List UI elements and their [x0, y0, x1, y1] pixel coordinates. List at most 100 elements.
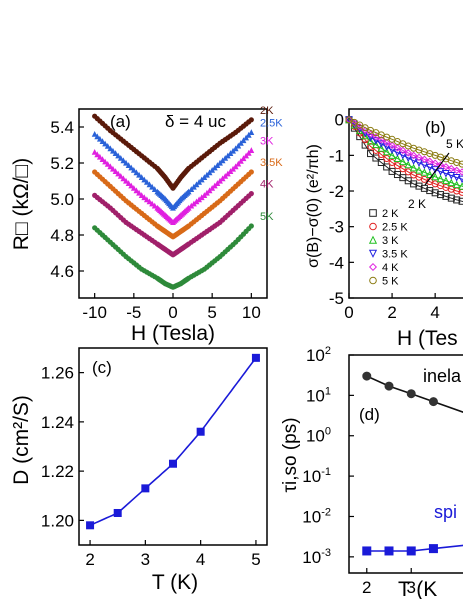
panel-a-xtick-label: 10: [242, 303, 261, 322]
panel-b-series-line: [348, 119, 463, 180]
panel-a-data-point: [240, 155, 247, 162]
panel-c-data-point: [169, 459, 177, 468]
panel-b-data-point: [452, 173, 461, 182]
panel-a-data-point: [248, 129, 255, 135]
panel-b-data-point: [388, 158, 396, 166]
panel-b-legend-label: 5 K: [382, 276, 399, 288]
panel-b-legend-label: 2.5 K: [382, 222, 408, 234]
panel-a-series-label: 3.5K: [260, 157, 283, 169]
panel-d-data-point: [406, 389, 416, 399]
panel-d-ytick-label: 10-2: [302, 506, 331, 526]
panel-b-data-point: [442, 176, 450, 185]
panel-c-frame: [78, 347, 268, 546]
panel-d-data-point: [362, 371, 372, 381]
panel-a-data-point: [248, 169, 254, 175]
panel-a-data-point: [248, 223, 254, 229]
panel-a-ytick-label: 5.2: [50, 154, 74, 173]
panel-a-data-point: [112, 150, 119, 156]
panel-a-ytick-label: 5.0: [50, 190, 74, 209]
panel-b-data-point: [453, 196, 461, 204]
panel-b-legend-label: 3.5 K: [382, 249, 408, 261]
panel-b-ylabel: σ(B)−σ(0) (e²/πh): [305, 144, 322, 268]
panel-a-ytick-label: 4.8: [50, 226, 74, 245]
panel-b-data-point: [436, 161, 445, 169]
panel-b-data-point: [388, 151, 396, 159]
panel-a-data-point: [133, 169, 140, 176]
panel-a: (a) δ = 4 uc -10 -5 0 5 10 4.6 4.8 5.0 5.2 5.4 2K…: [10, 105, 283, 345]
panel-b-legend-marker: [368, 235, 378, 244]
panel-b-data-point: [393, 144, 402, 152]
panel-a-data-point: [117, 154, 124, 161]
panel-b-data-point: [442, 170, 450, 178]
panel-b-data-point: [426, 187, 434, 195]
panel-a-series-line: [94, 171, 252, 238]
panel-b-data-point: [415, 182, 423, 190]
panel-c-ytick-label: 1.22: [41, 462, 74, 481]
panel-a-xtick-label: 5: [207, 303, 216, 322]
panel-b-data-point: [409, 163, 418, 172]
panel-b-legend: 2 K 2.5 K3 K 3.5 K4 K 5 K: [368, 208, 408, 288]
panel-b-data-point: [388, 141, 396, 150]
panel-b-data-point: [382, 143, 391, 152]
panel-b-data-point: [377, 140, 386, 148]
panel-a-xtick-label: -10: [82, 303, 107, 322]
panel-a-data-point: [151, 186, 158, 192]
panel-a-data-point: [243, 152, 250, 159]
panel-a-data-point: [143, 178, 150, 185]
panel-a-data-point: [143, 196, 150, 203]
panel-b-data-point: [361, 124, 369, 132]
panel-a-series-line: [94, 132, 252, 209]
panel-b-legend-marker: [368, 262, 378, 272]
panel-a-data-point: [94, 133, 101, 140]
panel-a-data-point: [245, 149, 252, 156]
panel-b-legend-label: 3 K: [382, 235, 399, 247]
panel-a-data-point: [104, 160, 111, 167]
panel-a-data-point: [104, 142, 111, 149]
panel-b-ytick-label: -4: [329, 253, 344, 272]
panel-b-data-point: [415, 165, 423, 174]
panel-b-annotation-5k: 5 K: [446, 137, 463, 151]
panel-c-ylabel: D (cm²/S): [10, 395, 33, 485]
panel-b-data-point: [458, 175, 463, 184]
panel-a-xtick-label: -5: [126, 303, 141, 322]
panel-b-legend-marker: [369, 222, 377, 231]
panel-b-ytick-label: -3: [329, 218, 344, 237]
panel-b-data-point: [372, 133, 380, 141]
panel-b-legend-marker: [369, 276, 377, 285]
panel-c-ytick-label: 1.24: [41, 413, 74, 432]
panel-a-data-point: [107, 145, 114, 152]
panel-a-data-point: [243, 134, 250, 141]
panel-d-data-point: [406, 546, 416, 556]
panel-d-ytick-label: 101: [306, 385, 331, 405]
panel-a-data-point: [237, 157, 244, 164]
panel-b-data-point: [458, 197, 463, 205]
panel-b-label: (b): [425, 118, 446, 137]
panel-d-ytick-label: 102: [306, 345, 331, 365]
panel-b-data-point: [377, 135, 386, 144]
panel-b-data-point: [377, 144, 386, 152]
panel-b-data-point: [447, 164, 456, 173]
panel-a-data-point: [120, 175, 127, 182]
panel-d-data-point: [362, 546, 372, 556]
panel-a-data-point: [240, 137, 247, 144]
panel-a-data-point: [115, 170, 122, 177]
panel-a-data-point: [110, 165, 116, 172]
panel-b-ytick-label: -5: [329, 289, 344, 308]
panel-c-ytick-label: 1.20: [41, 511, 74, 530]
panel-b-data-point: [356, 121, 364, 129]
panel-a-data-point: [235, 142, 242, 149]
panel-a-data-point: [102, 158, 109, 165]
panel-a-data-point: [125, 180, 132, 186]
panel-a-data-point: [128, 182, 135, 189]
panel-a-data-point: [146, 198, 153, 205]
panel-a-data-point: [107, 163, 114, 170]
panel-b-data-point: [420, 168, 429, 176]
panel-c-ytick-label: 1.26: [41, 364, 74, 383]
panel-a-data-point: [237, 139, 244, 146]
panel-a-data-point: [245, 131, 252, 138]
panel-b-data-point: [345, 116, 353, 124]
panel-a-data-point: [232, 145, 239, 152]
panel-b-data-point: [452, 166, 461, 175]
panel-b-data-point: [393, 162, 401, 170]
